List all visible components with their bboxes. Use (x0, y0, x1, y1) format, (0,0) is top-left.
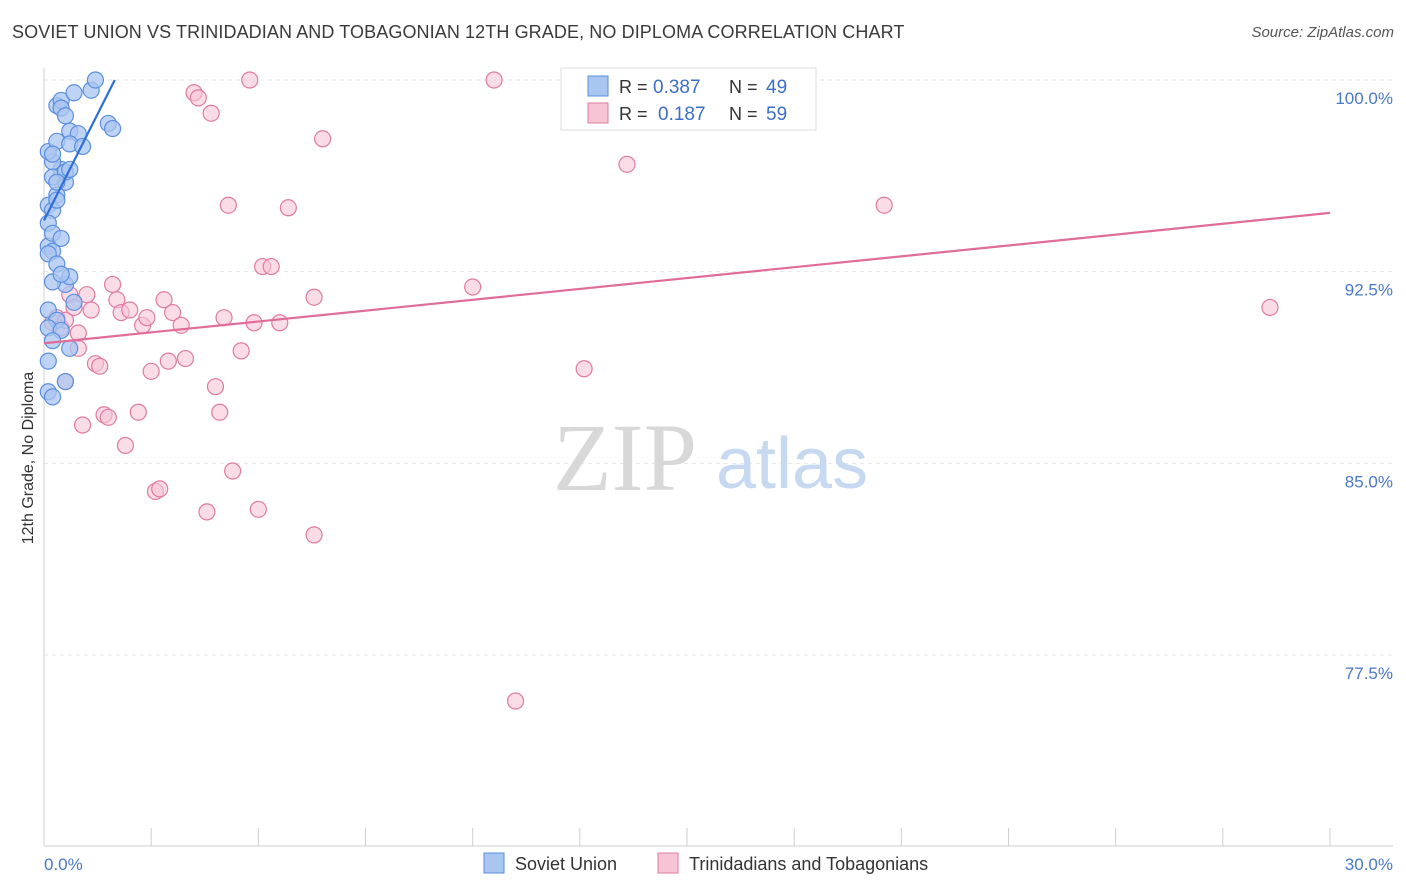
trinidad-point (271, 314, 289, 332)
trinidad-point (82, 301, 100, 319)
trinidad-point (314, 130, 332, 148)
trinidad-trend-line (43, 211, 1331, 345)
trinidad-point (279, 199, 297, 217)
soviet-point (103, 119, 122, 138)
trinidad-point (1261, 298, 1279, 317)
gridlines (44, 79, 1393, 656)
axes (43, 68, 1393, 847)
y-tick-labels: 100.0% 92.5% 85.0% 77.5% (1335, 89, 1393, 683)
trinidad-point (189, 89, 207, 107)
y-axis-title: 12th Grade, No Diploma (20, 372, 37, 545)
stats-trinidad-n-value: 59 (766, 104, 787, 125)
stats-swatch-trinidad (587, 102, 609, 124)
trinidad-point (116, 436, 135, 455)
trinidad-point (91, 357, 109, 375)
trinidad-point (575, 360, 593, 378)
y-tick-label: 100.0% (1335, 89, 1393, 108)
trinidad-point (464, 278, 482, 296)
soviet-point (73, 137, 92, 156)
x-ticks (43, 828, 1331, 846)
trend-lines (43, 79, 1331, 345)
series-trinidad-points (43, 71, 1279, 710)
trinidad-point (73, 416, 92, 434)
trinidad-point (202, 104, 220, 122)
soviet-point (65, 293, 83, 311)
stats-trinidad-n-label: N = (729, 104, 758, 124)
y-tick-label: 85.0% (1345, 472, 1393, 491)
series-soviet-points (39, 71, 122, 406)
watermark-zip: ZIP (553, 404, 697, 511)
trinidad-point (618, 155, 636, 173)
stats-box: R = 0.387 N = 49 R = 0.187 N = 59 (560, 67, 817, 131)
legend: Soviet Union Trinidadians and Tobagonian… (483, 852, 928, 874)
trinidad-point (155, 291, 173, 309)
trinidad-point (305, 526, 323, 544)
trinidad-point (219, 196, 237, 214)
trinidad-point (176, 349, 195, 368)
soviet-point (65, 84, 83, 102)
trinidad-point (164, 303, 182, 322)
trinidad-point (262, 257, 280, 276)
chart-title: SOVIET UNION VS TRINIDADIAN AND TOBAGONI… (12, 22, 905, 42)
legend-label-trinidad: Trinidadians and Tobagonians (689, 854, 928, 874)
stats-trinidad-r-label: R = (619, 104, 648, 124)
trinidad-point (198, 503, 216, 521)
trinidad-point (142, 362, 160, 380)
legend-swatch-trinidad (657, 852, 679, 874)
stats-trinidad-r-value: 0.187 (658, 104, 706, 125)
soviet-point (43, 332, 62, 350)
trinidad-point (138, 309, 156, 327)
trinidad-point (103, 275, 122, 294)
trinidad-point (232, 342, 250, 360)
stats-soviet-n-value: 49 (766, 77, 787, 98)
trinidad-point (241, 71, 259, 89)
trinidad-point (99, 408, 117, 426)
stats-soviet-r-label: R = (619, 77, 648, 97)
trinidad-point (249, 500, 267, 518)
legend-swatch-soviet (483, 852, 505, 874)
stats-soviet-r-value: 0.387 (653, 77, 701, 98)
trinidad-point (215, 309, 233, 327)
trinidad-point (875, 196, 893, 214)
soviet-point (56, 107, 75, 125)
soviet-point (52, 265, 70, 283)
soviet-point (56, 372, 75, 391)
soviet-point (39, 352, 57, 370)
trinidad-point (206, 378, 225, 396)
trinidad-point (305, 288, 323, 306)
trinidad-point (506, 692, 525, 710)
legend-label-soviet: Soviet Union (515, 854, 617, 874)
soviet-point (86, 71, 105, 89)
soviet-point (61, 339, 79, 357)
x-tick-label-min: 0.0% (44, 855, 83, 874)
watermark-atlas: atlas (716, 424, 868, 504)
soviet-point (43, 388, 62, 406)
trinidad-point (121, 301, 139, 319)
soviet-point (52, 229, 70, 248)
stats-soviet-n-label: N = (729, 77, 758, 97)
trinidad-point (211, 403, 229, 421)
source-label: Source: ZipAtlas.com (1251, 24, 1394, 41)
soviet-trend-line (43, 79, 116, 222)
stats-swatch-soviet (587, 75, 609, 97)
y-tick-label: 77.5% (1345, 664, 1393, 683)
trinidad-point (129, 403, 147, 421)
trinidad-point (224, 462, 242, 480)
y-tick-label: 92.5% (1345, 281, 1393, 300)
x-tick-label-max: 30.0% (1345, 855, 1393, 874)
soviet-point (43, 145, 62, 163)
trinidad-point (151, 480, 169, 498)
trinidad-point (485, 71, 503, 89)
trinidad-point (159, 352, 177, 370)
trinidad-point (69, 324, 87, 342)
